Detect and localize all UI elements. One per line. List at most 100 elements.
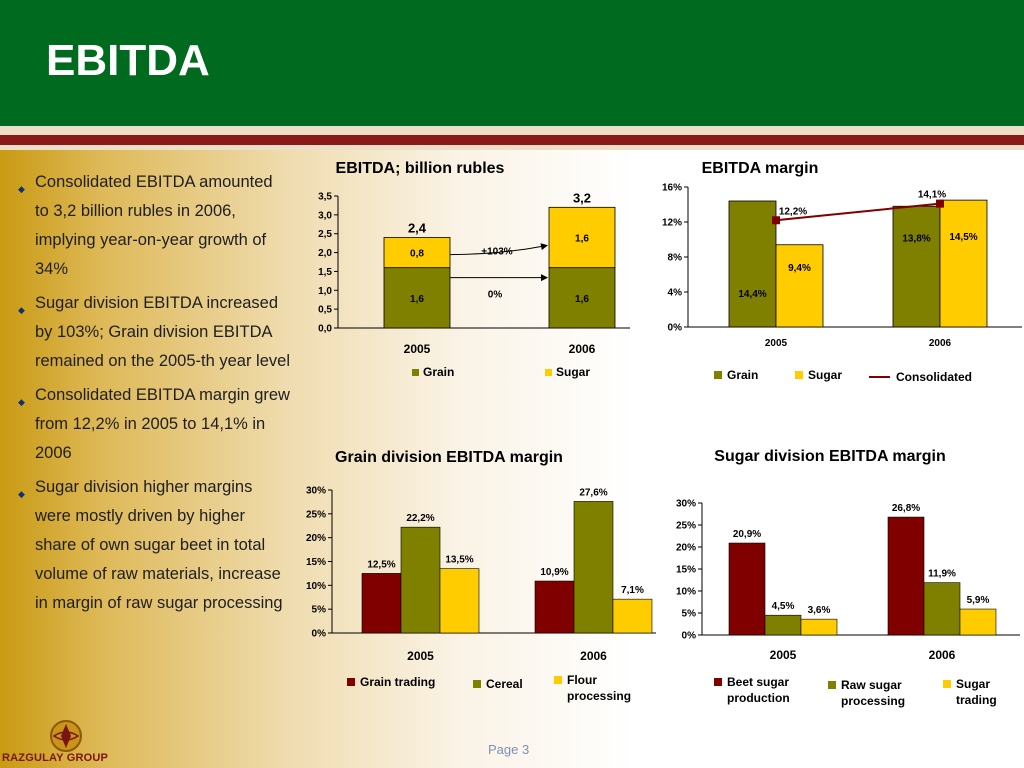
slide-title: EBITDA [46, 36, 210, 85]
ebitda-stacked-chart: EBITDA; billion rubles 0,0 0,5 1,0 1,5 2,0 2,… [300, 150, 630, 390]
bar [764, 614, 802, 636]
bar-value-label: 5,9% [967, 595, 990, 606]
bar [400, 526, 441, 634]
sugar-division-margin-chart: Sugar division EBITDA margin 0% 5% 10% 15% 2… [660, 440, 1024, 720]
chart-title: EBITDA; billion rubles [336, 160, 505, 177]
x-tick-label: 2005 [404, 342, 431, 356]
legend-label-line: Sugar [956, 677, 990, 691]
y-tick-label: 2,0 [318, 248, 332, 259]
y-tick-label: 0% [312, 629, 327, 640]
grain-division-margin-chart-svg: Grain division EBITDA margin 0% 5% 10% 15% 2… [306, 449, 656, 703]
y-tick-label: 1,5 [318, 267, 332, 278]
bar [612, 598, 653, 634]
diamond-bullet-icon: ◆ [18, 305, 25, 315]
sugar-division-margin-chart-svg: Sugar division EBITDA margin 0% 5% 10% 15% 2… [676, 448, 1020, 708]
y-tick-label: 25% [676, 521, 696, 532]
x-axis-labels: 2005 2006 [765, 338, 952, 349]
legend-swatch [554, 676, 562, 684]
bars: 12,5% 22,2% 13,5% 10,9% 27,6% 7,1% [361, 487, 653, 634]
bar [573, 501, 614, 634]
bullet-text: Sugar division higher margins were mostl… [35, 478, 283, 612]
legend-label: Cereal [486, 677, 523, 691]
consolidated-line: 12,2% 14,1% [772, 190, 946, 225]
legend-label-line: processing [567, 689, 631, 703]
bars: 1,6 0,8 2,4 1,6 1,6 3,2 [383, 190, 616, 329]
y-tick-label: 25% [306, 509, 326, 520]
ebitda-margin-chart-svg: EBITDA margin 0% 4% 8% 12% 16% 14,4% 9,4% 13,8… [662, 160, 1022, 384]
diamond-bullet-icon: ◆ [18, 489, 25, 499]
bar [728, 542, 766, 636]
annotation-label: 0% [488, 290, 503, 301]
sugar-growth-arrow [449, 243, 548, 256]
y-tick-label: 8% [668, 253, 683, 264]
bar-value-label: 11,9% [928, 569, 956, 580]
bar-value-label: 14,4% [738, 289, 766, 300]
bar [534, 580, 575, 634]
consolidated-line-segment [775, 202, 941, 222]
diamond-bullet-icon: ◆ [18, 184, 25, 194]
y-tick-label: 16% [662, 183, 682, 194]
consolidated-value-label: 14,1% [918, 190, 946, 201]
y-tick-label: 0,5 [318, 305, 332, 316]
legend-swatch [714, 371, 722, 379]
bar-sugar [548, 206, 616, 269]
bullet-item: ◆ Sugar division higher margins were most… [18, 473, 290, 618]
bar-value-label: 1,6 [575, 294, 589, 305]
header-stripe-light [0, 126, 1024, 135]
x-axis-labels: 2005 2006 [404, 342, 596, 356]
company-emblem-icon [50, 720, 82, 752]
legend-swatch [412, 369, 419, 376]
chart-title: Grain division EBITDA margin [335, 449, 563, 466]
bar [439, 568, 480, 634]
bar-grain [383, 267, 451, 329]
bar-value-label: 10,9% [540, 567, 568, 578]
total-label: 2,4 [408, 220, 427, 235]
y-tick-label: 3,0 [318, 210, 332, 221]
y-tick-label: 0% [682, 631, 697, 642]
y-tick-label: 0,0 [318, 324, 332, 335]
legend-label: Beet sugar production [727, 675, 790, 705]
annotation-label: +103% [481, 247, 513, 258]
y-tick-label: 4% [668, 288, 683, 299]
bar-value-label: 9,4% [788, 263, 811, 274]
bar-value-label: 13,5% [445, 555, 473, 566]
y-tick-label: 10% [676, 587, 696, 598]
y-tick-label: 12% [662, 218, 682, 229]
bar-value-label: 22,2% [406, 513, 434, 524]
legend-swatch [943, 680, 951, 688]
ebitda-stacked-chart-svg: EBITDA; billion rubles 0,0 0,5 1,0 1,5 2,0 2,… [318, 160, 630, 379]
y-tick-label: 2,5 [318, 229, 332, 240]
x-tick-label: 2006 [580, 649, 607, 663]
x-tick-label: 2005 [765, 338, 788, 349]
y-tick-label: 1,0 [318, 286, 332, 297]
bar [800, 618, 838, 636]
company-logo [0, 718, 140, 768]
y-tick-label: 20% [306, 533, 326, 544]
bar-value-label: 1,6 [410, 294, 424, 305]
legend-swatch [473, 680, 481, 688]
legend-label: Sugar trading [956, 677, 997, 707]
bar [361, 573, 402, 634]
bar-value-label: 20,9% [733, 529, 761, 540]
x-axis-labels: 2005 2006 [770, 648, 956, 662]
bars: 14,4% 9,4% 13,8% 14,5% [728, 199, 988, 328]
x-tick-label: 2006 [569, 342, 596, 356]
diamond-bullet-icon: ◆ [18, 397, 25, 407]
bar-sugar [939, 199, 988, 328]
legend-label-line: production [727, 691, 790, 705]
bullet-item: ◆ Sugar division EBITDA increased by 103%… [18, 289, 290, 376]
legend-label-line: Raw sugar [841, 678, 902, 692]
header-stripe-light-lower [0, 145, 1024, 150]
legend-label: Flour processing [567, 673, 631, 703]
ebitda-margin-chart: EBITDA margin 0% 4% 8% 12% 16% 14,4% 9,4% 13,8… [640, 150, 1024, 390]
header-stripe-red [0, 135, 1024, 145]
legend-swatch [714, 678, 722, 686]
y-tick-label: 0% [668, 323, 683, 334]
bar-grain [892, 205, 941, 328]
legend-label-line: processing [841, 694, 905, 708]
bar-value-label: 7,1% [621, 585, 644, 596]
legend-swatch [828, 681, 836, 689]
page-number: Page 3 [488, 742, 530, 757]
legend-swatch [795, 371, 803, 379]
bullet-item: ◆ Consolidated EBITDA amounted to 3,2 bil… [18, 168, 290, 284]
